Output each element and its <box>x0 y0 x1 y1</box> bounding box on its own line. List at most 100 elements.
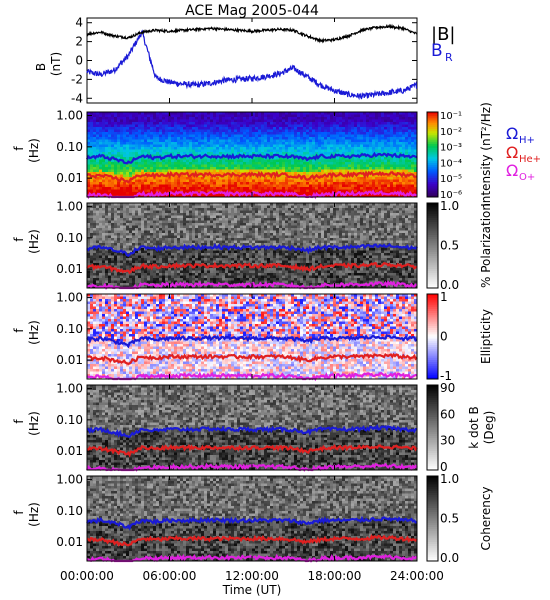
spectrogram-cell <box>198 164 202 168</box>
spectrogram-cell <box>99 260 103 264</box>
spectrogram-cell <box>402 164 406 168</box>
spectrogram-cell <box>366 184 370 188</box>
spectrogram-cell <box>261 139 265 143</box>
spectrogram-cell <box>312 167 316 170</box>
spectrogram-cell <box>189 114 193 118</box>
spectrogram-cell <box>102 149 106 153</box>
spectrogram-cell <box>147 243 151 246</box>
spectrogram-cell <box>132 243 136 246</box>
spectrogram-cell <box>237 159 241 163</box>
spectrogram-cell <box>144 114 148 118</box>
spectrogram-cell <box>381 157 385 160</box>
spectrogram-cell <box>150 134 154 138</box>
spectrogram-cell <box>315 179 319 183</box>
spectrogram-cell <box>330 122 334 125</box>
spectrogram-cell <box>213 187 217 190</box>
spectrogram-cell <box>177 243 181 246</box>
spectrogram-cell <box>87 230 91 234</box>
spectrogram-cell <box>129 275 133 279</box>
spectrogram-cell <box>282 139 286 143</box>
legend-omega-h: Ω H+ <box>506 124 535 146</box>
spectrogram-cell <box>234 132 238 135</box>
spectrogram-cell <box>246 152 250 155</box>
spectrogram-cell <box>90 278 94 281</box>
spectrogram-cell <box>96 253 100 256</box>
spectrogram-cell <box>285 167 289 170</box>
spectrogram-cell <box>378 144 382 148</box>
spectrogram-cell <box>90 189 94 193</box>
spectrogram-cell <box>147 137 151 140</box>
spectrogram-cell <box>165 258 169 261</box>
spectrogram-cell <box>249 177 253 180</box>
spectrogram-cell <box>138 127 142 130</box>
spectrogram-cell <box>129 182 133 185</box>
spectrogram-cell <box>375 187 379 190</box>
spectrogram-cell <box>129 189 133 193</box>
spectrogram-cell <box>174 167 178 170</box>
spectrogram-cell <box>276 189 280 193</box>
spectrogram-cell <box>267 117 271 120</box>
spectrogram-cell <box>270 134 274 138</box>
spectrogram-cell <box>237 122 241 125</box>
spectrogram-cell <box>345 124 349 128</box>
bfield-panel: 420-2-4 B (nT) <box>34 16 418 105</box>
spectrogram-cell <box>222 134 226 138</box>
spectrogram-cell <box>276 162 280 165</box>
spectrogram-cell <box>117 152 121 155</box>
spectrogram-cell <box>102 134 106 138</box>
spectrogram-cell <box>135 203 139 206</box>
spectrogram-cell <box>369 182 373 185</box>
spectrogram-cell <box>231 167 235 170</box>
spectrogram-cell <box>147 268 151 271</box>
spectrogram-cell <box>327 144 331 148</box>
spectrogram-cell <box>369 144 373 148</box>
spectrogram-cell <box>225 167 229 170</box>
legend-b-total: |B| <box>431 24 455 45</box>
spectrogram-cell <box>186 127 190 130</box>
spectrogram-cell <box>117 213 121 216</box>
spectrogram-cell <box>303 112 307 115</box>
spectrogram-cell <box>159 273 163 276</box>
spectrogram-cell <box>393 167 397 170</box>
spectrogram-cell <box>192 179 196 183</box>
spectrogram-cell <box>216 152 220 155</box>
spectrogram-cell <box>144 268 148 271</box>
spectrogram-cell <box>114 159 118 163</box>
spectrogram-cell <box>369 184 373 188</box>
legend-omega-h-sub: H+ <box>519 135 535 146</box>
spectrogram-cell <box>162 169 166 173</box>
spectrogram-cell <box>327 134 331 138</box>
spectrogram-cell <box>318 127 322 130</box>
spectrogram-cell <box>144 184 148 188</box>
spectrogram-cell <box>174 184 178 188</box>
spectrogram-cell <box>132 280 136 284</box>
spectrogram-cell <box>117 127 121 130</box>
spectrogram-cell <box>306 139 310 143</box>
spectrogram-cell <box>150 225 154 229</box>
spectrogram-cell <box>108 260 112 264</box>
spectrogram-cell <box>156 243 160 246</box>
spectrogram-cell <box>285 119 289 123</box>
spectrogram-cell <box>96 177 100 180</box>
spectrogram-cell <box>228 157 232 160</box>
spectrogram-cell <box>288 179 292 183</box>
spectrogram-cell <box>234 119 238 123</box>
spectrogram-cell <box>108 164 112 168</box>
spectrogram-cell <box>270 122 274 125</box>
spectrogram-cell <box>366 132 370 135</box>
spectrogram-cell <box>288 119 292 123</box>
spectrogram-cell <box>93 114 97 118</box>
spectrogram-cell <box>159 250 163 254</box>
spectrogram-cell <box>402 174 406 178</box>
spectrogram-cell <box>156 228 160 231</box>
spectrogram-cell <box>378 139 382 143</box>
spectrogram-cell <box>216 189 220 193</box>
spectrogram-cell <box>198 184 202 188</box>
spectrogram-cell <box>159 149 163 153</box>
spectrogram-cell <box>183 144 187 148</box>
spectrogram-cell <box>204 159 208 163</box>
spectrogram-cell <box>297 154 301 158</box>
spectrogram-cell <box>162 142 166 145</box>
spectrogram-cell <box>327 147 331 150</box>
freq-ylabel-main: f <box>12 146 26 151</box>
